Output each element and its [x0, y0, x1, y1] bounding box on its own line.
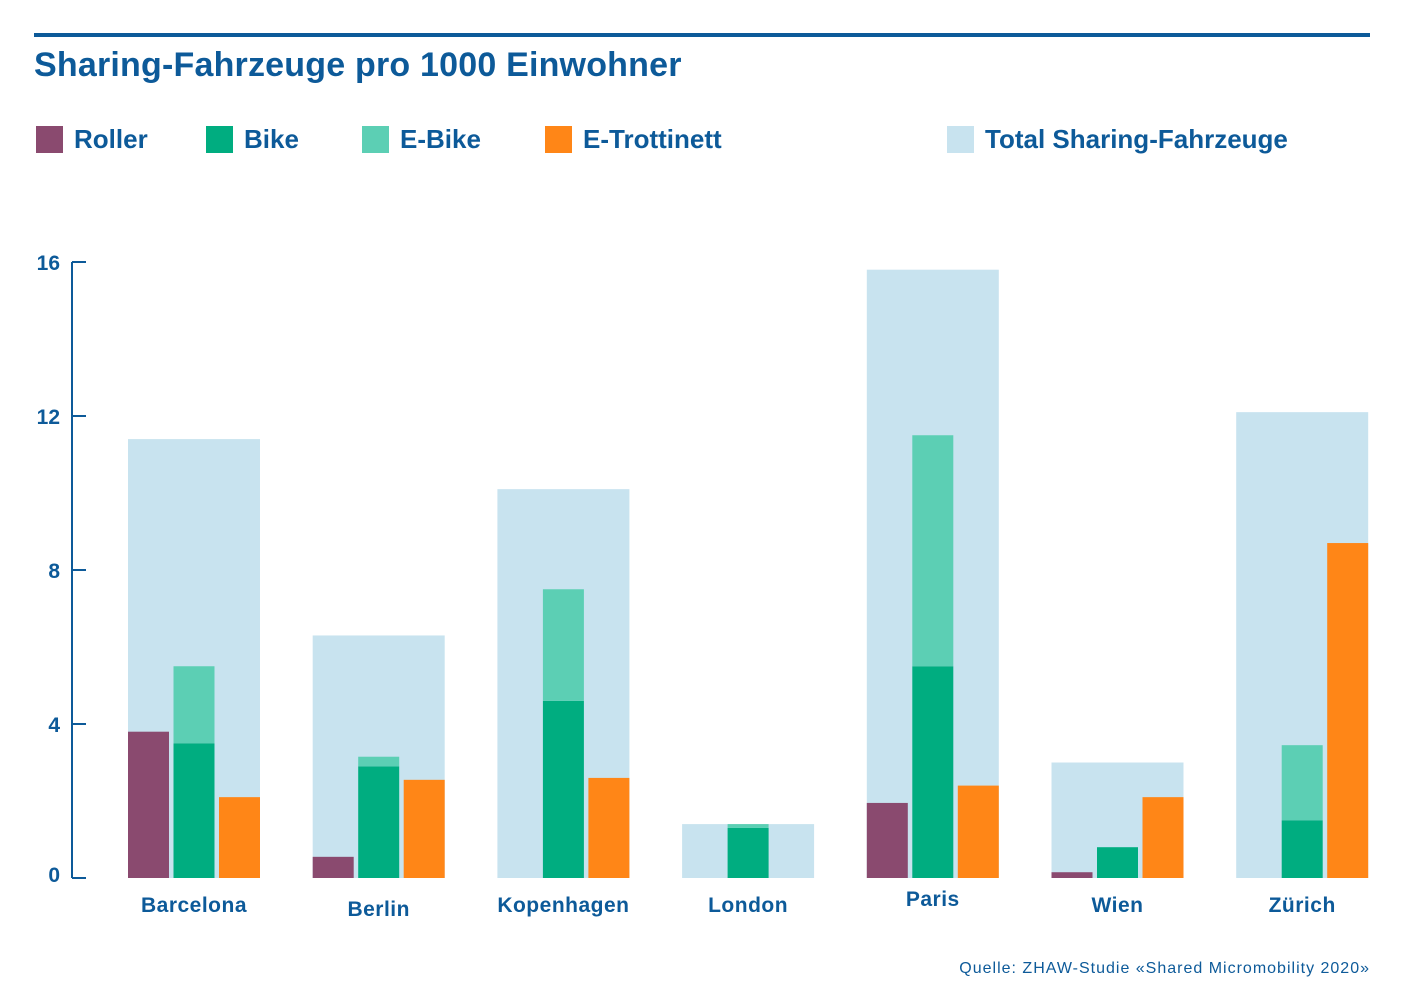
bar-roller-0	[128, 731, 169, 878]
bar-bike-0	[173, 743, 215, 878]
bar-ebike-0	[173, 666, 215, 744]
bar-etrottinett-6	[1327, 543, 1369, 878]
y-tick-label-4: 16	[37, 252, 60, 275]
bar-bike-5	[1097, 847, 1138, 878]
bar-ebike-1	[358, 756, 400, 767]
bar-etrottinett-4	[957, 785, 999, 878]
bar-etrottinett-0	[219, 797, 260, 878]
x-tick-label-6: Zürich	[1269, 894, 1336, 917]
chart-title: Sharing-Fahrzeuge pro 1000 Einwohner	[34, 46, 682, 84]
legend-swatch-total	[947, 125, 974, 153]
source-note: Quelle: ZHAW-Studie «Shared Micromobilit…	[959, 960, 1370, 977]
x-tick-label-4: Paris	[906, 888, 960, 911]
bar-roller-1	[312, 856, 354, 878]
legend-label-total: Total Sharing-Fahrzeuge	[985, 123, 1288, 154]
bar-etrottinett-2	[588, 777, 630, 878]
legend-item-ebike: E-Bike	[362, 124, 481, 154]
legend-item-total: Total Sharing-Fahrzeuge	[947, 124, 1288, 154]
bar-bike-3	[727, 827, 769, 878]
bar-roller-4	[866, 802, 908, 878]
legend-item-bike: Bike	[206, 124, 299, 154]
legend-swatch-etrottinett	[545, 125, 572, 153]
bar-ebike-4	[912, 435, 954, 667]
y-tick-label-0: 0	[48, 864, 60, 887]
x-tick-label-5: Wien	[1092, 894, 1144, 917]
legend-label-bike: Bike	[244, 123, 299, 154]
bar-bike-2	[542, 700, 584, 878]
legend-swatch-bike	[206, 125, 233, 153]
legend-item-etrottinett: E-Trottinett	[545, 124, 722, 154]
legend-label-ebike: E-Bike	[400, 123, 481, 154]
bar-bike-6	[1281, 820, 1323, 878]
legend-label-etrottinett: E-Trottinett	[583, 123, 722, 154]
x-tick-label-1: Berlin	[347, 898, 410, 921]
bar-roller-5	[1051, 872, 1093, 878]
legend: Roller Bike E-Bike E-Trottinett Total Sh…	[0, 0, 1402, 170]
x-tick-label-0: Barcelona	[141, 894, 247, 917]
x-tick-label-2: Kopenhagen	[497, 894, 629, 917]
bar-ebike-2	[542, 589, 584, 701]
y-tick-label-3: 12	[37, 406, 60, 429]
bar-ebike-6	[1281, 745, 1323, 821]
y-tick-label-2: 8	[48, 560, 60, 583]
bar-bike-4	[912, 666, 954, 878]
y-tick-label-1: 4	[48, 714, 60, 737]
bar-bike-1	[358, 766, 400, 878]
legend-label-roller: Roller	[74, 123, 148, 154]
legend-item-roller: Roller	[36, 124, 148, 154]
bar-etrottinett-5	[1142, 797, 1184, 878]
legend-swatch-roller	[36, 125, 63, 153]
bar-ebike-3	[727, 824, 769, 828]
bar-etrottinett-1	[403, 779, 445, 878]
legend-swatch-ebike	[362, 125, 389, 153]
x-tick-label-3: London	[708, 894, 788, 917]
top-rule	[34, 33, 1370, 37]
